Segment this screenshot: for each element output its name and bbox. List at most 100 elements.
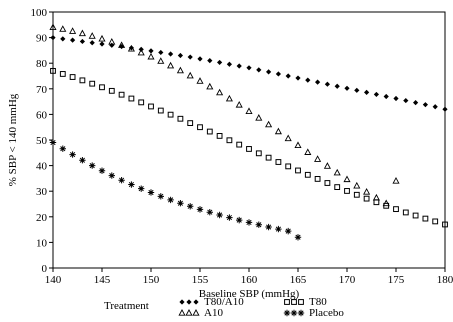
x-tick-label: 180	[437, 274, 453, 286]
legend-entry: T80	[284, 296, 327, 308]
data-point	[442, 221, 448, 228]
data-point	[323, 162, 331, 169]
data-point	[382, 199, 390, 207]
data-point	[324, 81, 330, 87]
data-point	[393, 206, 399, 213]
data-point	[70, 37, 76, 43]
data-point	[157, 193, 164, 200]
data-point	[344, 85, 350, 91]
data-point	[216, 133, 223, 139]
data-point	[344, 188, 350, 194]
data-point	[226, 137, 233, 144]
data-point	[324, 180, 331, 186]
data-point	[285, 73, 291, 79]
data-point	[266, 69, 272, 75]
data-point	[59, 71, 66, 77]
data-point	[206, 128, 213, 135]
data-point	[167, 196, 174, 204]
legend-marker	[185, 309, 193, 316]
data-point	[108, 87, 115, 94]
data-point	[334, 83, 340, 89]
y-tick-label: 100	[31, 7, 48, 19]
data-point	[354, 87, 360, 93]
data-point	[225, 94, 233, 102]
data-point	[255, 114, 263, 121]
data-point	[177, 52, 183, 59]
x-axis-ticks: 140 145 150 155 160 165 170 175 180	[45, 268, 453, 286]
data-point	[128, 95, 135, 102]
data-point	[373, 91, 379, 98]
data-point	[60, 36, 66, 42]
data-point	[216, 88, 224, 96]
data-point	[275, 225, 282, 233]
legend-entry: A10	[178, 307, 223, 319]
data-point	[167, 111, 174, 118]
data-point	[432, 104, 438, 110]
data-point	[402, 209, 409, 216]
legend: Treatment T80/A10 T80 A10 Placebo	[104, 296, 344, 319]
y-tick-label: 70	[36, 84, 48, 96]
legend-marker	[192, 309, 200, 316]
data-point	[295, 75, 301, 81]
data-point	[236, 216, 243, 224]
data-point	[148, 103, 154, 110]
data-point	[274, 127, 282, 135]
data-point	[295, 167, 301, 174]
x-tick-label: 175	[388, 274, 405, 286]
y-axis-ticks: 0 10 20 30 40 50 60 70 80 90 100	[31, 7, 53, 275]
data-point	[236, 141, 243, 148]
data-point	[285, 227, 292, 235]
data-point	[98, 34, 106, 42]
legend-title: Treatment	[104, 300, 149, 312]
data-marks	[49, 23, 448, 241]
data-point	[79, 38, 85, 45]
data-point	[88, 32, 96, 39]
legend-entry: T80/A10	[179, 296, 244, 308]
y-tick-label: 20	[36, 212, 48, 224]
data-point	[207, 58, 213, 64]
data-point	[255, 221, 262, 228]
data-point	[99, 41, 105, 47]
data-point	[118, 91, 125, 98]
x-tick-label: 155	[192, 274, 209, 286]
x-tick-label: 170	[339, 274, 356, 286]
data-point	[353, 191, 360, 198]
series-a10	[49, 23, 400, 207]
data-point	[265, 154, 272, 161]
data-point	[412, 212, 419, 219]
data-point	[127, 44, 135, 52]
data-point	[50, 67, 56, 74]
legend-marker	[298, 299, 304, 305]
data-point	[246, 146, 252, 152]
legend-marker	[186, 299, 192, 305]
data-point	[363, 195, 370, 202]
data-point	[265, 120, 273, 128]
y-tick-label: 10	[36, 237, 48, 249]
data-point	[176, 66, 184, 74]
data-point	[187, 120, 194, 127]
data-point	[137, 48, 145, 56]
data-point	[157, 57, 165, 64]
x-tick-label: 140	[45, 274, 62, 286]
data-point	[432, 218, 439, 225]
data-point	[89, 80, 96, 87]
data-point	[206, 208, 213, 216]
data-point	[255, 150, 262, 157]
data-point	[314, 155, 322, 162]
data-point	[305, 77, 311, 83]
data-point	[315, 79, 321, 85]
x-axis-label: Baseline SBP (mmHg)	[199, 288, 300, 300]
data-point	[364, 89, 370, 95]
data-point	[403, 97, 409, 104]
data-point	[442, 106, 448, 112]
data-point	[98, 167, 106, 174]
y-tick-label: 40	[36, 161, 48, 173]
data-point	[69, 27, 77, 34]
data-point	[59, 145, 66, 152]
data-point	[275, 71, 281, 77]
data-point	[177, 200, 184, 207]
legend-marker	[297, 309, 305, 317]
x-tick-label: 160	[241, 274, 258, 286]
data-point	[294, 141, 302, 149]
